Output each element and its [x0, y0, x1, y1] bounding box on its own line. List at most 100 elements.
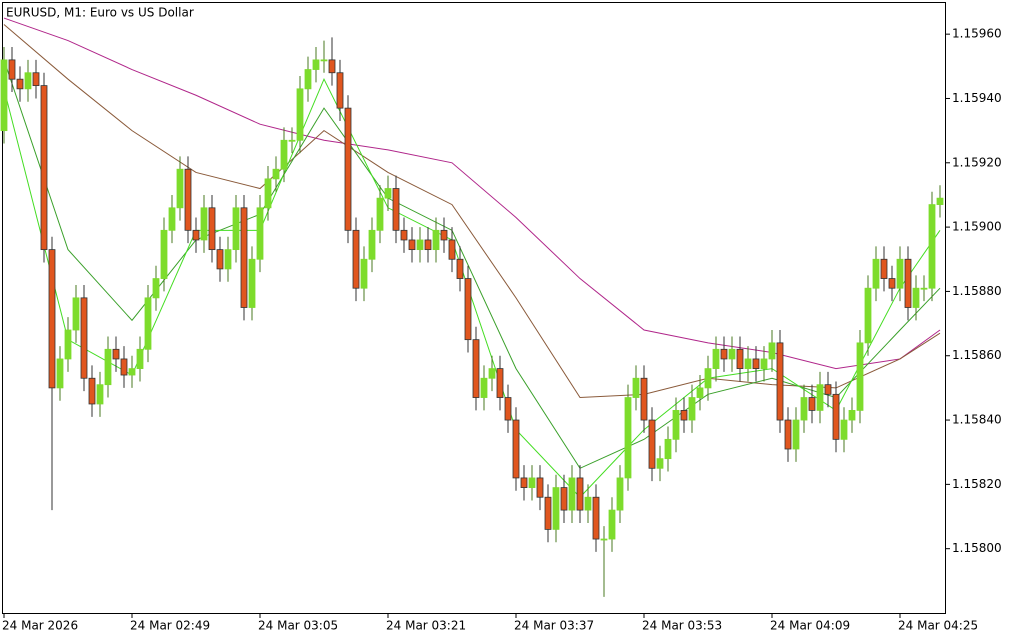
candle-body: [240, 207, 248, 308]
candle-body: [776, 342, 784, 421]
candle-body: [936, 197, 944, 205]
candle-body: [288, 139, 296, 142]
candle-body: [512, 419, 520, 479]
candle-body: [808, 397, 816, 411]
candle-body: [416, 239, 424, 251]
candle-body: [472, 339, 480, 398]
candle-body: [112, 348, 120, 360]
candle-body: [840, 419, 848, 440]
candle-body: [40, 85, 48, 251]
candle-body: [64, 329, 72, 360]
candle-body: [560, 487, 568, 511]
candle-body: [712, 348, 720, 370]
x-tick-label: 24 Mar 04:25: [898, 619, 978, 633]
candle-body: [168, 207, 176, 231]
y-tick-label: 1.15860: [952, 348, 1002, 362]
candle-body: [680, 410, 688, 421]
candle-body: [408, 239, 416, 251]
candle-body: [760, 358, 768, 370]
candle-body: [24, 72, 32, 90]
candle-body: [0, 59, 8, 132]
candle-body: [312, 59, 320, 70]
candle-body: [520, 477, 528, 488]
candle-body: [320, 59, 328, 62]
y-tick-label: 1.15960: [952, 27, 1002, 41]
candle-body: [368, 229, 376, 260]
candle-body: [328, 59, 336, 74]
candle-body: [912, 287, 920, 308]
candle-body: [544, 496, 552, 530]
candle-body: [592, 496, 600, 540]
candle-body: [72, 297, 80, 331]
candle-body: [440, 229, 448, 241]
candle-body: [80, 297, 88, 379]
candle-body: [664, 438, 672, 460]
candle-body: [136, 348, 144, 370]
candle-body: [16, 78, 24, 90]
candle-body: [392, 188, 400, 231]
candle-body: [336, 72, 344, 109]
plot-frame: [2, 2, 946, 614]
candle-body: [96, 384, 104, 405]
y-tick-label: 1.15900: [952, 220, 1002, 234]
candle-body: [496, 368, 504, 398]
candle-body: [824, 384, 832, 395]
candle-body: [672, 410, 680, 440]
candle-body: [296, 88, 304, 141]
candle-body: [464, 278, 472, 341]
x-tick-label: 24 Mar 03:05: [258, 619, 338, 633]
candle-body: [160, 229, 168, 279]
x-tick-label: 24 Mar 04:09: [770, 619, 850, 633]
candle-body: [200, 207, 208, 241]
candle-body: [384, 188, 392, 199]
candle-body: [536, 477, 544, 498]
candle-body: [768, 342, 776, 360]
y-tick-label: 1.15940: [952, 91, 1002, 105]
candle-body: [728, 348, 736, 360]
candle-body: [176, 168, 184, 209]
candle-body: [704, 368, 712, 389]
candle-body: [904, 258, 912, 308]
candle-body: [208, 207, 216, 251]
candle-body: [576, 477, 584, 511]
candle-body: [488, 368, 496, 379]
candle-body: [688, 397, 696, 421]
candle-body: [552, 487, 560, 530]
candle-body: [360, 258, 368, 289]
candle-body: [800, 397, 808, 421]
chart-title: EURUSD, M1: Euro vs US Dollar: [6, 6, 194, 20]
candle-body: [792, 419, 800, 450]
candle-body: [456, 258, 464, 279]
candle-body: [816, 384, 824, 411]
x-tick-label: 24 Mar 03:37: [514, 619, 594, 633]
candle-body: [832, 393, 840, 440]
y-tick-label: 1.15820: [952, 477, 1002, 491]
candle-body: [32, 72, 40, 87]
candle-body: [568, 477, 576, 511]
x-tick-label: 24 Mar 03:21: [386, 619, 466, 633]
x-tick-label: 24 Mar 02:49: [130, 619, 210, 633]
candle-body: [736, 348, 744, 370]
candle-body: [224, 249, 232, 270]
x-tick-label: 24 Mar 03:53: [642, 619, 722, 633]
candle-body: [640, 377, 648, 421]
candle-body: [344, 107, 352, 231]
candle-body: [656, 458, 664, 469]
candle-body: [880, 258, 888, 279]
candle-body: [848, 410, 856, 421]
candle-body: [424, 239, 432, 251]
candle-body: [232, 207, 240, 251]
candle-body: [864, 287, 872, 344]
candle-body: [8, 59, 16, 80]
candle-body: [152, 278, 160, 299]
candle-body: [264, 178, 272, 209]
candle-body: [872, 258, 880, 289]
candle-body: [280, 139, 288, 170]
candle-body: [648, 419, 656, 469]
candle-body: [632, 377, 640, 398]
candle-body: [856, 342, 864, 411]
candle-body: [920, 287, 928, 290]
candle-body: [720, 348, 728, 360]
candle-body: [608, 509, 616, 540]
